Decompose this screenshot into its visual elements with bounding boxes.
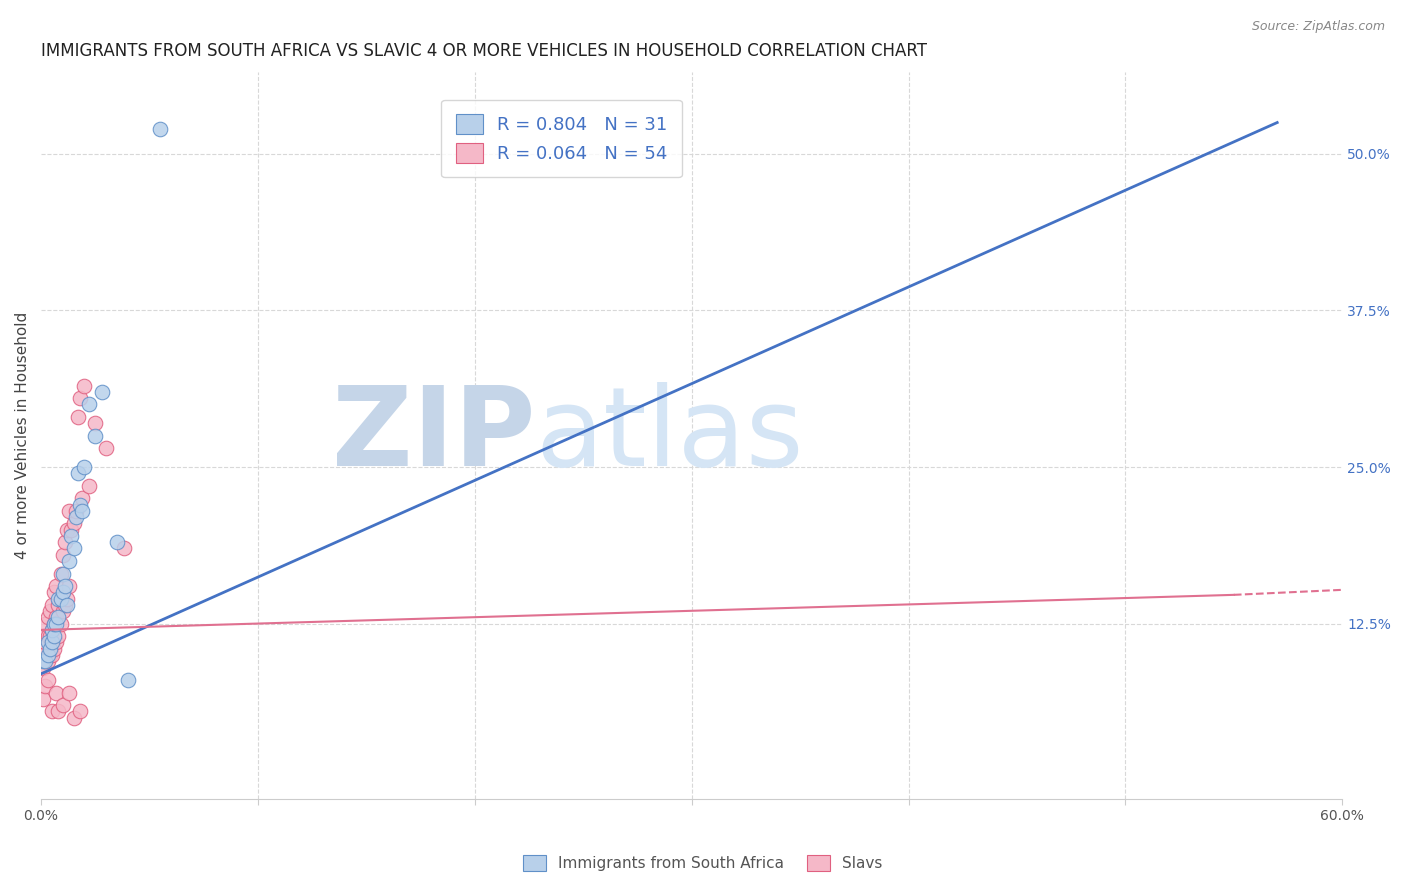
- Point: [41, 704, 63, 718]
- Point: [37, 629, 59, 643]
- Text: ZIP: ZIP: [332, 383, 536, 489]
- Point: [66, 467, 89, 481]
- Point: [45, 610, 67, 624]
- Point: [60, 529, 83, 543]
- Point: [48, 598, 70, 612]
- Legend: Immigrants from South Africa, Slavs: Immigrants from South Africa, Slavs: [517, 849, 889, 877]
- Point: [56, 598, 79, 612]
- Point: [58, 685, 80, 699]
- Y-axis label: 4 or more Vehicles in Household: 4 or more Vehicles in Household: [15, 312, 30, 559]
- Point: [56, 523, 79, 537]
- Point: [60, 523, 83, 537]
- Point: [77, 479, 100, 493]
- Point: [69, 498, 91, 512]
- Point: [41, 598, 63, 612]
- Point: [37, 610, 59, 624]
- Legend: R = 0.804   N = 31, R = 0.064   N = 54: R = 0.804 N = 31, R = 0.064 N = 54: [441, 100, 682, 178]
- Point: [49, 616, 72, 631]
- Point: [42, 616, 65, 631]
- Point: [38, 641, 60, 656]
- Point: [32, 654, 55, 668]
- Point: [37, 673, 59, 687]
- Point: [34, 679, 56, 693]
- Point: [84, 416, 107, 430]
- Point: [45, 685, 67, 699]
- Point: [72, 504, 94, 518]
- Point: [77, 397, 100, 411]
- Point: [69, 704, 91, 718]
- Text: IMMIGRANTS FROM SOUTH AFRICA VS SLAVIC 4 OR MORE VEHICLES IN HOUSEHOLD CORRELATI: IMMIGRANTS FROM SOUTH AFRICA VS SLAVIC 4…: [41, 42, 927, 60]
- Point: [41, 623, 63, 637]
- Point: [45, 616, 67, 631]
- Point: [69, 391, 91, 405]
- Point: [84, 429, 107, 443]
- Point: [48, 591, 70, 606]
- Point: [34, 654, 56, 668]
- Point: [34, 616, 56, 631]
- Point: [58, 579, 80, 593]
- Point: [37, 654, 59, 668]
- Point: [42, 629, 65, 643]
- Point: [49, 566, 72, 581]
- Point: [73, 460, 96, 475]
- Point: [32, 648, 55, 662]
- Point: [62, 516, 84, 531]
- Point: [105, 535, 128, 549]
- Point: [62, 711, 84, 725]
- Point: [38, 648, 60, 662]
- Point: [58, 554, 80, 568]
- Point: [32, 660, 55, 674]
- Point: [37, 635, 59, 649]
- Text: atlas: atlas: [536, 383, 804, 489]
- Text: Source: ZipAtlas.com: Source: ZipAtlas.com: [1251, 20, 1385, 33]
- Point: [34, 654, 56, 668]
- Point: [52, 548, 75, 562]
- Point: [37, 648, 59, 662]
- Point: [52, 585, 75, 599]
- Point: [53, 598, 76, 612]
- Point: [34, 635, 56, 649]
- Point: [96, 442, 118, 456]
- Point: [65, 504, 87, 518]
- Point: [149, 121, 172, 136]
- Point: [48, 629, 70, 643]
- Point: [38, 629, 60, 643]
- Point: [52, 698, 75, 712]
- Point: [48, 610, 70, 624]
- Point: [53, 579, 76, 593]
- Point: [41, 623, 63, 637]
- Point: [42, 616, 65, 631]
- Point: [58, 504, 80, 518]
- Point: [49, 591, 72, 606]
- Point: [45, 579, 67, 593]
- Point: [48, 704, 70, 718]
- Point: [66, 409, 89, 424]
- Point: [41, 648, 63, 662]
- Point: [117, 673, 139, 687]
- Point: [65, 510, 87, 524]
- Point: [72, 491, 94, 506]
- Point: [42, 585, 65, 599]
- Point: [52, 566, 75, 581]
- Point: [53, 535, 76, 549]
- Point: [38, 604, 60, 618]
- Point: [52, 604, 75, 618]
- Point: [90, 384, 112, 399]
- Point: [62, 541, 84, 556]
- Point: [56, 591, 79, 606]
- Point: [41, 635, 63, 649]
- Point: [32, 629, 55, 643]
- Point: [32, 691, 55, 706]
- Point: [73, 378, 96, 392]
- Point: [112, 541, 135, 556]
- Point: [45, 635, 67, 649]
- Point: [42, 641, 65, 656]
